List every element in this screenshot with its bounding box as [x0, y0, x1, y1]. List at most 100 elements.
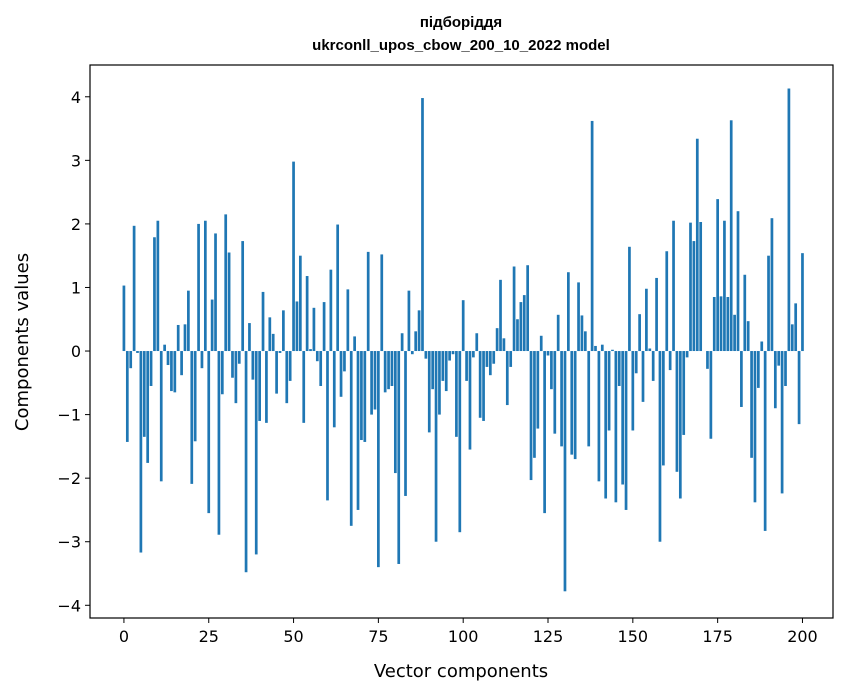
bar: [234, 351, 238, 404]
bar: [583, 331, 587, 352]
y-tick-label: 1: [71, 278, 81, 297]
bar: [166, 351, 170, 366]
bar: [455, 351, 458, 437]
bar: [556, 314, 560, 352]
bar: [298, 255, 302, 352]
bar: [363, 351, 367, 442]
bar: [319, 351, 323, 386]
bar: [231, 351, 234, 378]
bar: [265, 351, 268, 423]
bar: [275, 351, 278, 394]
bar: [638, 314, 641, 352]
bar: [180, 351, 183, 376]
bar: [451, 351, 455, 355]
bar: [176, 324, 180, 352]
bar: [631, 351, 635, 431]
bar: [712, 297, 716, 352]
bar: [203, 220, 207, 352]
bar: [736, 211, 740, 352]
bar: [485, 351, 489, 367]
x-tick-label: 150: [618, 627, 649, 646]
bar: [516, 319, 519, 352]
bar: [370, 351, 373, 415]
bar: [706, 351, 709, 369]
bar: [424, 351, 428, 359]
bar: [668, 351, 672, 371]
bar: [662, 351, 665, 466]
bar: [468, 351, 472, 450]
bar: [254, 351, 258, 555]
bar: [488, 351, 492, 376]
y-tick-label: −2: [57, 469, 81, 488]
bar: [553, 351, 557, 434]
bar: [163, 344, 166, 352]
bar: [760, 341, 764, 352]
bar: [173, 351, 177, 393]
bar: [278, 351, 282, 353]
bar: [282, 310, 285, 352]
bar: [393, 351, 397, 474]
plot-frame: [89, 64, 834, 619]
bar: [651, 351, 655, 381]
bar: [193, 351, 197, 442]
bar: [784, 351, 787, 386]
bar: [475, 333, 479, 352]
bar: [628, 246, 631, 352]
bar: [695, 138, 699, 352]
bar: [665, 251, 669, 352]
bar: [526, 265, 530, 352]
bar: [767, 255, 770, 352]
bar: [461, 300, 465, 352]
bar: [343, 351, 346, 372]
bar: [614, 351, 618, 503]
bar: [604, 351, 608, 499]
bar: [743, 274, 747, 352]
bar: [197, 223, 200, 352]
bar: [207, 351, 211, 514]
bar: [522, 295, 526, 352]
bar: [377, 351, 380, 568]
bar: [777, 351, 781, 366]
bar: [729, 120, 733, 352]
bar: [658, 351, 662, 542]
bar: [414, 331, 418, 352]
bar: [427, 351, 431, 433]
bar: [366, 251, 370, 352]
x-tick-label: 50: [283, 627, 303, 646]
bar: [478, 351, 482, 418]
bar: [624, 351, 628, 510]
bar: [400, 333, 404, 352]
y-tick-label: −4: [57, 596, 81, 615]
bar: [149, 351, 153, 386]
bar: [611, 349, 614, 352]
bar: [709, 351, 713, 439]
bar: [543, 351, 546, 514]
bar: [356, 351, 360, 510]
bar: [716, 199, 719, 352]
bar: [271, 333, 275, 352]
bar: [214, 233, 217, 352]
bar: [794, 303, 798, 352]
bar: [312, 307, 316, 352]
bar: [577, 282, 580, 352]
y-axis-ticks: −4 −3 −2 −1 0 1 2 3 4: [57, 88, 90, 615]
bar: [641, 351, 645, 402]
bar: [132, 225, 136, 352]
bar: [539, 335, 543, 352]
bar: [122, 285, 126, 352]
bar: [790, 324, 794, 352]
x-tick-label: 125: [533, 627, 564, 646]
bar: [153, 237, 156, 352]
bar: [346, 289, 350, 352]
bar: [533, 351, 536, 458]
bar: [390, 351, 394, 386]
bar: [719, 296, 723, 352]
bar: [227, 252, 231, 352]
bar: [332, 351, 336, 428]
bar: [421, 98, 424, 352]
bar: [550, 351, 553, 390]
bar: [142, 351, 146, 437]
bar: [200, 351, 204, 369]
bar: [136, 351, 139, 353]
bar: [780, 351, 784, 494]
